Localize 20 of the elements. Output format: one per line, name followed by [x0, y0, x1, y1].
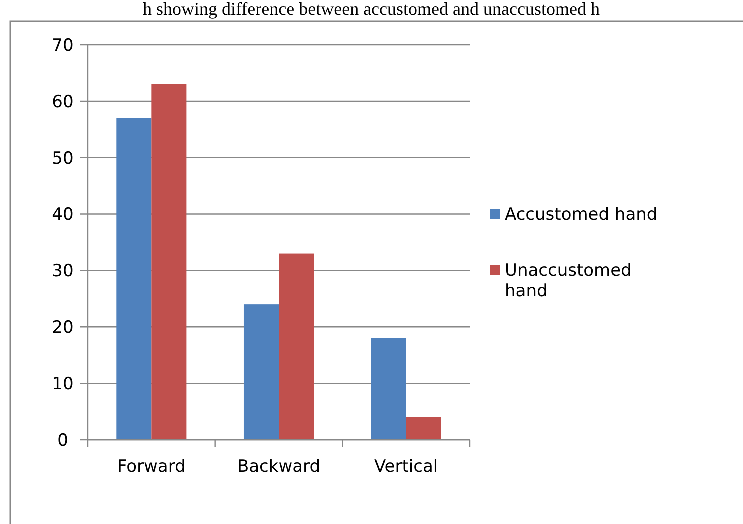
bar [244, 304, 279, 440]
bar [116, 118, 152, 440]
x-tick-label: Backward [237, 457, 321, 477]
y-tick-label: 20 [52, 318, 74, 338]
y-tick-label: 10 [52, 374, 74, 395]
legend-label: Unaccustomed hand [505, 260, 632, 302]
x-tick-label: Forward [117, 457, 186, 477]
chart-title: h showing difference between accustomed and unaccustomed h [142, 0, 600, 19]
bar [279, 254, 314, 440]
y-tick-label: 60 [52, 92, 74, 112]
bar [152, 84, 187, 440]
legend-label: Accustomed hand [505, 204, 658, 225]
x-tick-label: Vertical [374, 457, 438, 477]
y-tick-label: 50 [52, 148, 74, 169]
y-tick-label: 70 [52, 36, 74, 56]
bar [406, 417, 442, 440]
y-tick-label: 40 [52, 205, 74, 226]
y-tick-label: 30 [52, 262, 74, 282]
bar [371, 338, 406, 440]
y-tick-label: 0 [58, 430, 68, 451]
